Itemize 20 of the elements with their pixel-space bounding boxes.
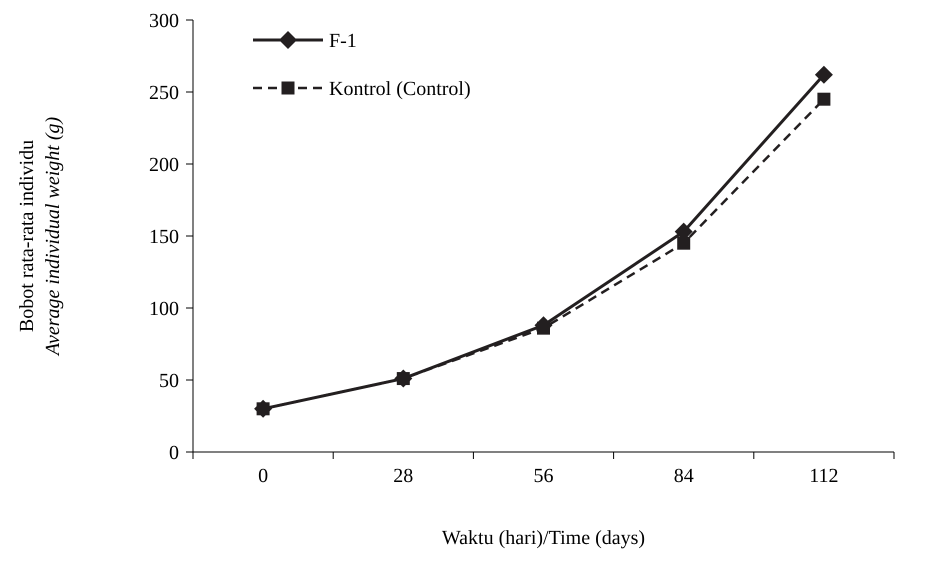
- x-tick-label: 84: [674, 465, 694, 487]
- y-axis-title: Bobot rata-rata individu Average individual weight (g): [16, 116, 64, 358]
- y-tick-label: 300: [149, 10, 179, 32]
- x-tick-label: 56: [534, 465, 554, 487]
- point: [537, 322, 550, 335]
- legend-label: Kontrol (Control): [329, 78, 471, 100]
- x-axis-title: Waktu (hari)/Time (days): [442, 527, 646, 549]
- y-tick-label: 100: [149, 298, 179, 320]
- point: [814, 66, 833, 84]
- y-tick-label: 250: [149, 82, 179, 104]
- y-tick-label: 0: [169, 442, 179, 464]
- legend-label: F-1: [329, 30, 357, 52]
- x-tick-label: 28: [393, 465, 414, 487]
- y-tick-label: 200: [149, 154, 179, 176]
- x-tick-label: 0: [258, 465, 268, 487]
- point: [817, 92, 830, 106]
- y-tick-label: 150: [149, 226, 179, 248]
- x-tick-label: 112: [809, 465, 839, 487]
- y-tick-label: 50: [159, 370, 179, 392]
- point: [677, 236, 690, 250]
